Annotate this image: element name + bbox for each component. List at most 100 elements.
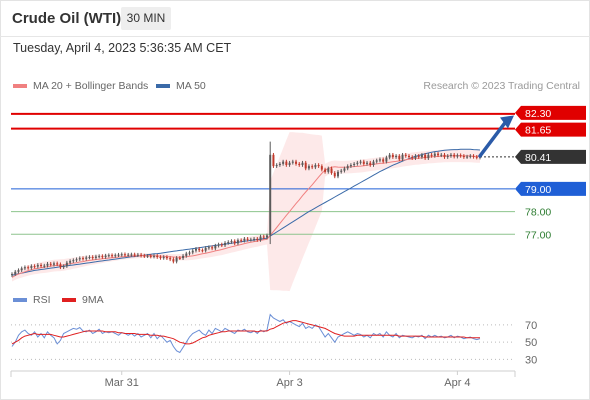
candle-body bbox=[298, 163, 301, 166]
candle-body bbox=[446, 155, 449, 158]
candle-body bbox=[217, 244, 220, 246]
legend-ma50-label: MA 50 bbox=[176, 80, 206, 92]
candle-body bbox=[275, 165, 278, 167]
ma50-line bbox=[11, 148, 481, 276]
candle-body bbox=[317, 165, 320, 167]
price-label-78.00: 78.00 bbox=[525, 207, 551, 219]
rsi-line bbox=[11, 313, 481, 354]
candle-body bbox=[443, 154, 446, 158]
candle-body bbox=[469, 155, 472, 157]
candle-body bbox=[143, 255, 146, 257]
candle-body bbox=[130, 254, 133, 256]
candle-body bbox=[330, 168, 333, 173]
candle-body bbox=[178, 257, 181, 259]
candle-body bbox=[140, 254, 143, 256]
candle-body bbox=[207, 247, 210, 249]
candle-body bbox=[249, 239, 252, 241]
x-tick-label: Apr 4 bbox=[444, 377, 470, 389]
candle-body bbox=[156, 255, 159, 258]
candle-body bbox=[182, 255, 185, 259]
candle-body bbox=[437, 153, 440, 156]
candle-body bbox=[211, 247, 214, 249]
price-label-79.00: 79.00 bbox=[525, 184, 551, 196]
candle-body bbox=[391, 154, 394, 158]
candle-body bbox=[111, 255, 114, 257]
candle-body bbox=[353, 163, 356, 166]
candle-body bbox=[433, 153, 436, 156]
candle-body bbox=[388, 154, 391, 158]
candle-body bbox=[52, 263, 55, 265]
candle-body bbox=[62, 266, 65, 268]
candle-body bbox=[175, 257, 178, 262]
candle-body bbox=[40, 264, 43, 267]
legend-ma20: MA 20 + Bollinger Bands bbox=[13, 80, 148, 92]
rsi-swatch bbox=[13, 298, 27, 303]
candle-body bbox=[165, 257, 168, 259]
timestamp: Tuesday, April 4, 2023 5:36:35 AM CET bbox=[13, 41, 232, 55]
candle-body bbox=[378, 159, 381, 161]
candle-body bbox=[230, 241, 233, 243]
candle-body bbox=[43, 265, 46, 267]
ma20-line bbox=[11, 155, 480, 278]
candle-body bbox=[17, 270, 20, 272]
candle-body bbox=[233, 241, 236, 244]
candle-body bbox=[123, 254, 126, 256]
candle-body bbox=[136, 254, 139, 256]
rsi-ma-line bbox=[11, 320, 480, 345]
candle-body bbox=[411, 157, 414, 159]
candle-body bbox=[243, 238, 246, 241]
candle-body bbox=[407, 155, 410, 158]
candle-body bbox=[262, 236, 265, 238]
candle-body bbox=[94, 256, 97, 258]
candle-body bbox=[75, 259, 78, 261]
candle-body bbox=[385, 157, 388, 162]
candle-body bbox=[49, 263, 52, 265]
candle-body bbox=[236, 240, 239, 244]
candle-body bbox=[27, 267, 30, 269]
bollinger-band bbox=[12, 132, 480, 292]
rsi-ma-swatch bbox=[62, 298, 76, 303]
candle-body bbox=[311, 166, 314, 168]
candle-body bbox=[59, 264, 62, 268]
candle-body bbox=[246, 238, 249, 240]
rsi-tick-label: 70 bbox=[525, 320, 537, 332]
candle-body bbox=[256, 238, 259, 240]
price-tag-81.65 bbox=[515, 122, 586, 137]
x-tick-label: Mar 31 bbox=[105, 377, 139, 389]
candle-body bbox=[56, 263, 59, 265]
candle-body bbox=[285, 161, 288, 166]
candle-body bbox=[288, 162, 291, 166]
candle-body bbox=[101, 256, 104, 258]
candle-body bbox=[466, 156, 469, 158]
rsi-tick-label: 50 bbox=[525, 337, 537, 349]
chart-header: Crude Oil (WTI) 30 MIN bbox=[0, 0, 590, 36]
candle-body bbox=[401, 154, 404, 160]
candle-body bbox=[375, 160, 378, 162]
candle-body bbox=[14, 271, 17, 275]
legend-9ma-label: 9MA bbox=[82, 294, 104, 306]
candle-body bbox=[33, 266, 36, 268]
candle-body bbox=[346, 166, 349, 169]
timeframe-button[interactable]: 30 MIN bbox=[121, 7, 171, 30]
candle-body bbox=[356, 162, 359, 164]
candle-body bbox=[169, 258, 172, 260]
candle-body bbox=[272, 154, 275, 167]
candle-body bbox=[475, 156, 478, 158]
rsi-tick-label: 30 bbox=[525, 354, 537, 366]
candle-body bbox=[194, 248, 197, 251]
candle-body bbox=[324, 169, 327, 172]
candle-body bbox=[98, 256, 101, 258]
candle-body bbox=[11, 274, 13, 276]
instrument-title: Crude Oil (WTI) bbox=[12, 10, 122, 27]
candle-body bbox=[295, 161, 298, 164]
candle-body bbox=[107, 255, 110, 257]
candle-body bbox=[362, 161, 365, 164]
header-divider bbox=[0, 36, 590, 37]
candle-body bbox=[282, 161, 285, 164]
candle-body bbox=[427, 154, 430, 159]
candle-body bbox=[369, 162, 372, 166]
candle-body bbox=[227, 242, 230, 244]
candle-body bbox=[214, 245, 217, 249]
research-credit: Research © 2023 Trading Central bbox=[423, 80, 580, 92]
